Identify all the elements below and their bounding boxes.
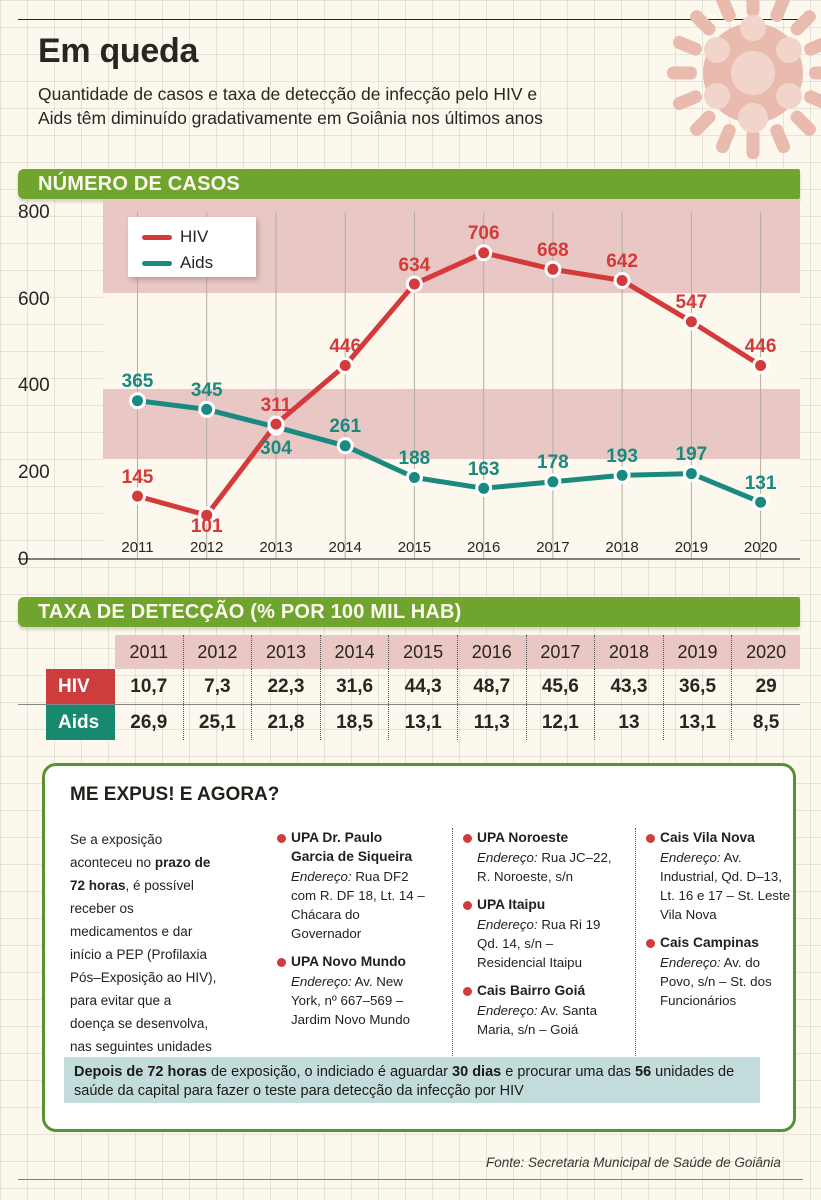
- svg-text:311: 311: [261, 395, 292, 416]
- svg-text:101: 101: [191, 516, 223, 537]
- svg-text:304: 304: [260, 438, 292, 459]
- svg-text:178: 178: [537, 452, 569, 473]
- svg-text:446: 446: [329, 336, 361, 357]
- svg-text:345: 345: [191, 380, 223, 401]
- svg-text:163: 163: [468, 459, 500, 480]
- svg-text:446: 446: [745, 336, 777, 357]
- svg-text:668: 668: [537, 240, 569, 261]
- svg-text:188: 188: [399, 448, 431, 469]
- svg-text:145: 145: [122, 467, 154, 488]
- svg-text:197: 197: [676, 444, 708, 465]
- svg-text:193: 193: [606, 446, 638, 467]
- svg-text:547: 547: [676, 292, 708, 313]
- svg-text:706: 706: [468, 223, 500, 244]
- svg-text:261: 261: [329, 416, 361, 437]
- svg-text:365: 365: [122, 371, 154, 392]
- svg-text:642: 642: [606, 251, 638, 272]
- svg-text:131: 131: [745, 473, 777, 494]
- svg-text:634: 634: [399, 255, 431, 276]
